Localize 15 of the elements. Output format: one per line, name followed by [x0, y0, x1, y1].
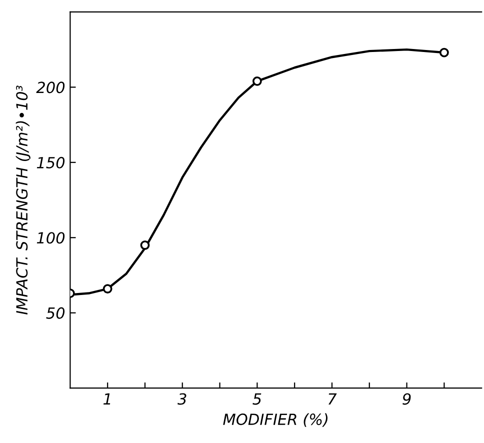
- x-tick-label: 9: [402, 393, 411, 405]
- y-tick-label: 200: [36, 82, 65, 94]
- y-tick-label: 50: [46, 307, 65, 319]
- x-tick-label: 1: [103, 393, 110, 405]
- y-tick-label: 150: [36, 156, 65, 168]
- x-tick-label: 5: [252, 393, 262, 405]
- x-tick-label: 3: [178, 393, 186, 405]
- point: [439, 48, 449, 58]
- point: [252, 76, 262, 86]
- y-tick-label: 100: [36, 232, 65, 244]
- x-tick-label: 7: [328, 393, 337, 405]
- y-axis-title: IMPACT. STRENGTH (J/m²)•10³: [16, 86, 30, 315]
- point: [102, 284, 112, 294]
- point: [140, 240, 150, 250]
- x-axis-title: MODIFIER (%): [223, 413, 328, 427]
